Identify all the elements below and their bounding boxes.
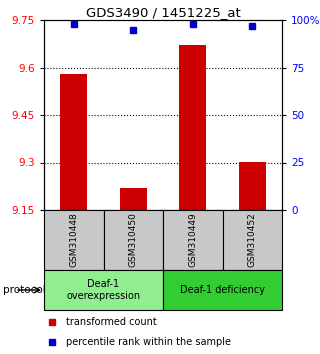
- Bar: [222, 210, 282, 270]
- Text: GSM310450: GSM310450: [129, 212, 138, 267]
- Text: Deaf-1 deficiency: Deaf-1 deficiency: [180, 285, 265, 295]
- Text: percentile rank within the sample: percentile rank within the sample: [66, 337, 231, 347]
- Bar: [44, 210, 103, 270]
- Text: GSM310449: GSM310449: [188, 213, 197, 267]
- Text: GSM310448: GSM310448: [69, 213, 78, 267]
- Text: protocol: protocol: [3, 285, 46, 295]
- Bar: [239, 162, 266, 210]
- Bar: [163, 210, 222, 270]
- Bar: [44, 270, 163, 310]
- Bar: [180, 45, 206, 210]
- Text: GSM310452: GSM310452: [248, 213, 257, 267]
- Title: GDS3490 / 1451225_at: GDS3490 / 1451225_at: [86, 6, 240, 19]
- Bar: [103, 210, 163, 270]
- Bar: [163, 270, 282, 310]
- Text: transformed count: transformed count: [66, 317, 157, 327]
- Text: Deaf-1
overexpression: Deaf-1 overexpression: [67, 279, 140, 301]
- Bar: [60, 74, 87, 210]
- Bar: [120, 188, 147, 210]
